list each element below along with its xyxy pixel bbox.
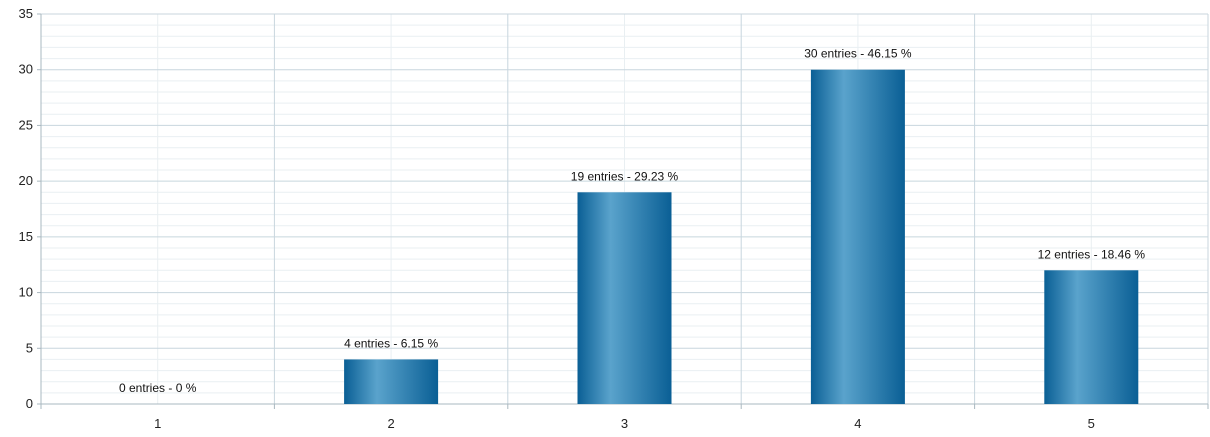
y-tick-label: 35 (19, 6, 33, 21)
labels: 0 entries - 0 % 4 entries - 6.15 % 19 entr… (119, 47, 1145, 395)
data-label: 12 entries - 18.46 % (1038, 247, 1146, 261)
y-tick-label: 30 (19, 62, 33, 77)
bar (1044, 270, 1139, 404)
y-tick-label: 0 (26, 396, 33, 411)
data-label: 4 entries - 6.15 % (344, 336, 438, 350)
bar (577, 192, 672, 404)
y-tick-label: 25 (19, 117, 33, 132)
x-tick-label: 5 (1088, 416, 1095, 431)
bars (344, 69, 1139, 404)
y-tick-label: 20 (19, 173, 33, 188)
x-tick-label: 1 (154, 416, 161, 431)
y-tick-label: 5 (26, 340, 33, 355)
x-tick-label: 2 (387, 416, 394, 431)
x-tick-label: 3 (621, 416, 628, 431)
bar (344, 359, 439, 404)
data-label: 30 entries - 46.15 % (804, 47, 912, 61)
bar (810, 69, 905, 404)
x-tick-label: 4 (854, 416, 861, 431)
data-label: 19 entries - 29.23 % (571, 169, 679, 183)
data-label: 0 entries - 0 % (119, 381, 197, 395)
y-tick-label: 15 (19, 229, 33, 244)
y-tick-label: 10 (19, 285, 33, 300)
